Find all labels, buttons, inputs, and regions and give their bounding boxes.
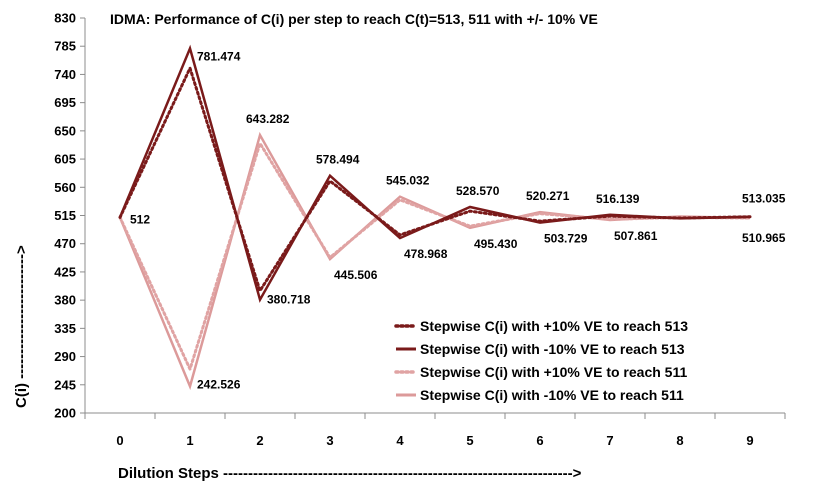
x-tick-label: 7 — [606, 433, 613, 448]
legend-label: Stepwise C(i) with -10% VE to reach 511 — [420, 387, 684, 403]
y-tick-label: 200 — [54, 406, 76, 421]
y-tick-label: 515 — [54, 208, 76, 223]
y-tick-label: 425 — [54, 264, 76, 279]
x-tick-label: 3 — [326, 433, 333, 448]
legend-label: Stepwise C(i) with +10% VE to reach 511 — [420, 364, 687, 380]
y-tick-label: 470 — [54, 236, 76, 251]
data-label: 445.506 — [334, 268, 378, 282]
x-tick-label: 8 — [676, 433, 683, 448]
data-label: 513.035 — [742, 192, 786, 206]
data-label: 478.968 — [404, 247, 448, 261]
data-label: 507.861 — [614, 229, 658, 243]
data-label: 520.271 — [526, 189, 570, 203]
y-tick-label: 785 — [54, 39, 76, 54]
y-tick-label: 650 — [54, 123, 76, 138]
data-label: 643.282 — [246, 112, 290, 126]
x-tick-label: 1 — [186, 433, 193, 448]
x-tick-label: 6 — [536, 433, 543, 448]
y-tick-label: 695 — [54, 95, 76, 110]
data-labels: 512 781.474 242.526 643.282 380.718 578.494 44… — [130, 49, 786, 391]
x-tick-label: 5 — [466, 433, 473, 448]
y-tick-label: 740 — [54, 67, 76, 82]
y-tick-label: 290 — [54, 349, 76, 364]
y-tick-label: 605 — [54, 152, 76, 167]
chart-title: IDMA: Performance of C(i) per step to re… — [110, 11, 598, 27]
data-label: 380.718 — [267, 293, 311, 307]
x-axis-title: Dilution Steps -------------------------… — [118, 465, 582, 482]
x-ticks: 0 1 2 3 4 5 6 7 8 9 — [84, 413, 786, 448]
data-label: 528.570 — [456, 184, 500, 198]
legend: Stepwise C(i) with +10% VE to reach 513 S… — [394, 318, 688, 403]
legend-label: Stepwise C(i) with +10% VE to reach 513 — [420, 318, 688, 334]
y-tick-label: 830 — [54, 11, 76, 26]
y-tick-label: 560 — [54, 180, 76, 195]
x-tick-label: 4 — [396, 433, 404, 448]
series-lines — [118, 44, 752, 391]
x-tick-label: 0 — [116, 433, 123, 448]
y-tick-label: 245 — [54, 377, 76, 392]
x-tick-label: 9 — [746, 433, 753, 448]
data-label: 545.032 — [386, 174, 430, 188]
y-axis-title: C(i) -------------------------> — [13, 245, 30, 408]
data-label: 781.474 — [197, 49, 241, 63]
data-label: 510.965 — [742, 231, 786, 245]
data-label: 242.526 — [197, 377, 241, 391]
legend-label: Stepwise C(i) with -10% VE to reach 513 — [420, 341, 685, 357]
x-tick-label: 2 — [256, 433, 263, 448]
y-tick-label: 380 — [54, 293, 76, 308]
series-line-1 — [118, 64, 752, 295]
data-label: 495.430 — [474, 237, 518, 251]
data-label: 512 — [130, 212, 150, 226]
data-label: 503.729 — [544, 232, 588, 246]
series-line-2 — [118, 44, 751, 303]
y-ticks: 200 245 290 335 380 425 470 515 560 605 650 695 740 7… — [54, 11, 85, 421]
y-tick-label: 335 — [54, 321, 76, 336]
data-label: 578.494 — [316, 153, 360, 167]
data-label: 516.139 — [596, 192, 640, 206]
